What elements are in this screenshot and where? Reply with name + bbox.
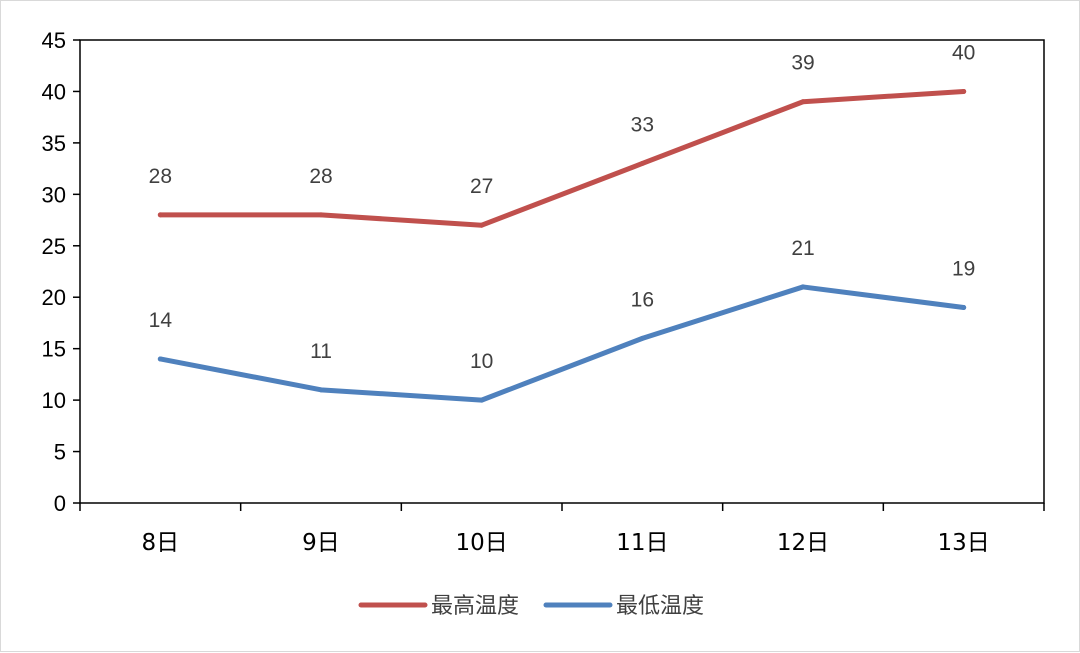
series-layer xyxy=(157,88,967,403)
legend: 最高温度 最低温度 xyxy=(358,594,704,619)
y-tick-label: 40 xyxy=(42,79,66,104)
data-point xyxy=(318,387,324,393)
data-point xyxy=(800,99,806,105)
y-tick-label: 5 xyxy=(54,440,66,465)
data-point xyxy=(318,212,324,218)
data-label: 10 xyxy=(470,350,493,373)
x-axis: 8日 9日 10日 11日 12日 13日 xyxy=(79,503,1045,556)
y-tick-label: 45 xyxy=(42,28,66,53)
data-point xyxy=(479,397,485,403)
y-tick-label: 15 xyxy=(42,337,66,362)
series-line-2 xyxy=(157,284,967,403)
data-label: 27 xyxy=(470,175,493,198)
data-point xyxy=(800,284,806,290)
data-label: 21 xyxy=(791,237,814,260)
series-line-1 xyxy=(157,88,967,228)
data-labels: 28 28 27 33 39 40 14 11 10 16 21 19 xyxy=(149,41,976,373)
y-tick-label: 25 xyxy=(42,234,66,259)
x-tick-label: 11日 xyxy=(616,530,668,556)
data-label: 28 xyxy=(309,165,332,188)
y-tick-label: 0 xyxy=(54,491,66,516)
y-tick-label: 20 xyxy=(42,285,66,310)
data-point xyxy=(961,88,967,94)
x-tick-label: 12日 xyxy=(777,530,829,556)
data-label: 39 xyxy=(791,52,814,75)
data-label: 19 xyxy=(952,258,975,281)
data-label: 11 xyxy=(310,340,332,363)
data-label: 33 xyxy=(631,113,654,136)
data-point xyxy=(157,212,163,218)
data-point xyxy=(479,222,485,228)
x-tick-label: 10日 xyxy=(456,530,508,556)
data-label: 16 xyxy=(631,288,654,311)
x-tick-label: 8日 xyxy=(142,530,180,556)
legend-label-1: 最高温度 xyxy=(431,594,519,619)
data-label: 28 xyxy=(149,165,172,188)
data-point xyxy=(639,335,645,341)
y-axis: 0 5 10 15 20 25 30 35 40 45 xyxy=(42,28,80,516)
y-tick-label: 35 xyxy=(42,131,66,156)
y-tick-label: 10 xyxy=(42,388,66,413)
data-label: 40 xyxy=(952,41,975,64)
x-tick-label: 13日 xyxy=(938,530,990,556)
data-label: 14 xyxy=(149,309,173,332)
y-tick-label: 30 xyxy=(42,182,66,207)
legend-label-2: 最低温度 xyxy=(616,594,704,619)
data-point xyxy=(639,160,645,166)
data-point xyxy=(157,356,163,362)
x-tick-label: 9日 xyxy=(302,530,340,556)
data-point xyxy=(961,305,967,311)
plot-area xyxy=(79,39,1045,504)
